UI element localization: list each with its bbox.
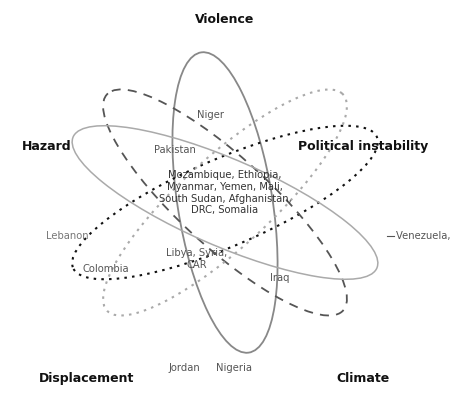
Text: Iraq: Iraq <box>270 273 290 283</box>
Text: Nigeria: Nigeria <box>216 363 252 373</box>
Text: Jordan: Jordan <box>168 363 200 373</box>
Text: Colombia: Colombia <box>82 264 129 274</box>
Text: Pakistan: Pakistan <box>154 145 196 155</box>
Text: Mozambique, Ethiopia,
Myanmar, Yemen, Mali,
South Sudan, Afghanistan,
DRC, Somal: Mozambique, Ethiopia, Myanmar, Yemen, Ma… <box>158 171 292 215</box>
Text: Venezuela, Haiti: Venezuela, Haiti <box>396 230 450 241</box>
Text: Libya, Syria,
CAR: Libya, Syria, CAR <box>166 248 228 270</box>
Text: Displacement: Displacement <box>39 372 135 385</box>
Text: Violence: Violence <box>195 13 255 26</box>
Text: Climate: Climate <box>337 372 390 385</box>
Text: Hazard: Hazard <box>22 140 72 153</box>
Text: Lebanon: Lebanon <box>46 230 88 241</box>
Text: Political instability: Political instability <box>298 140 428 153</box>
Text: Niger: Niger <box>197 110 224 120</box>
